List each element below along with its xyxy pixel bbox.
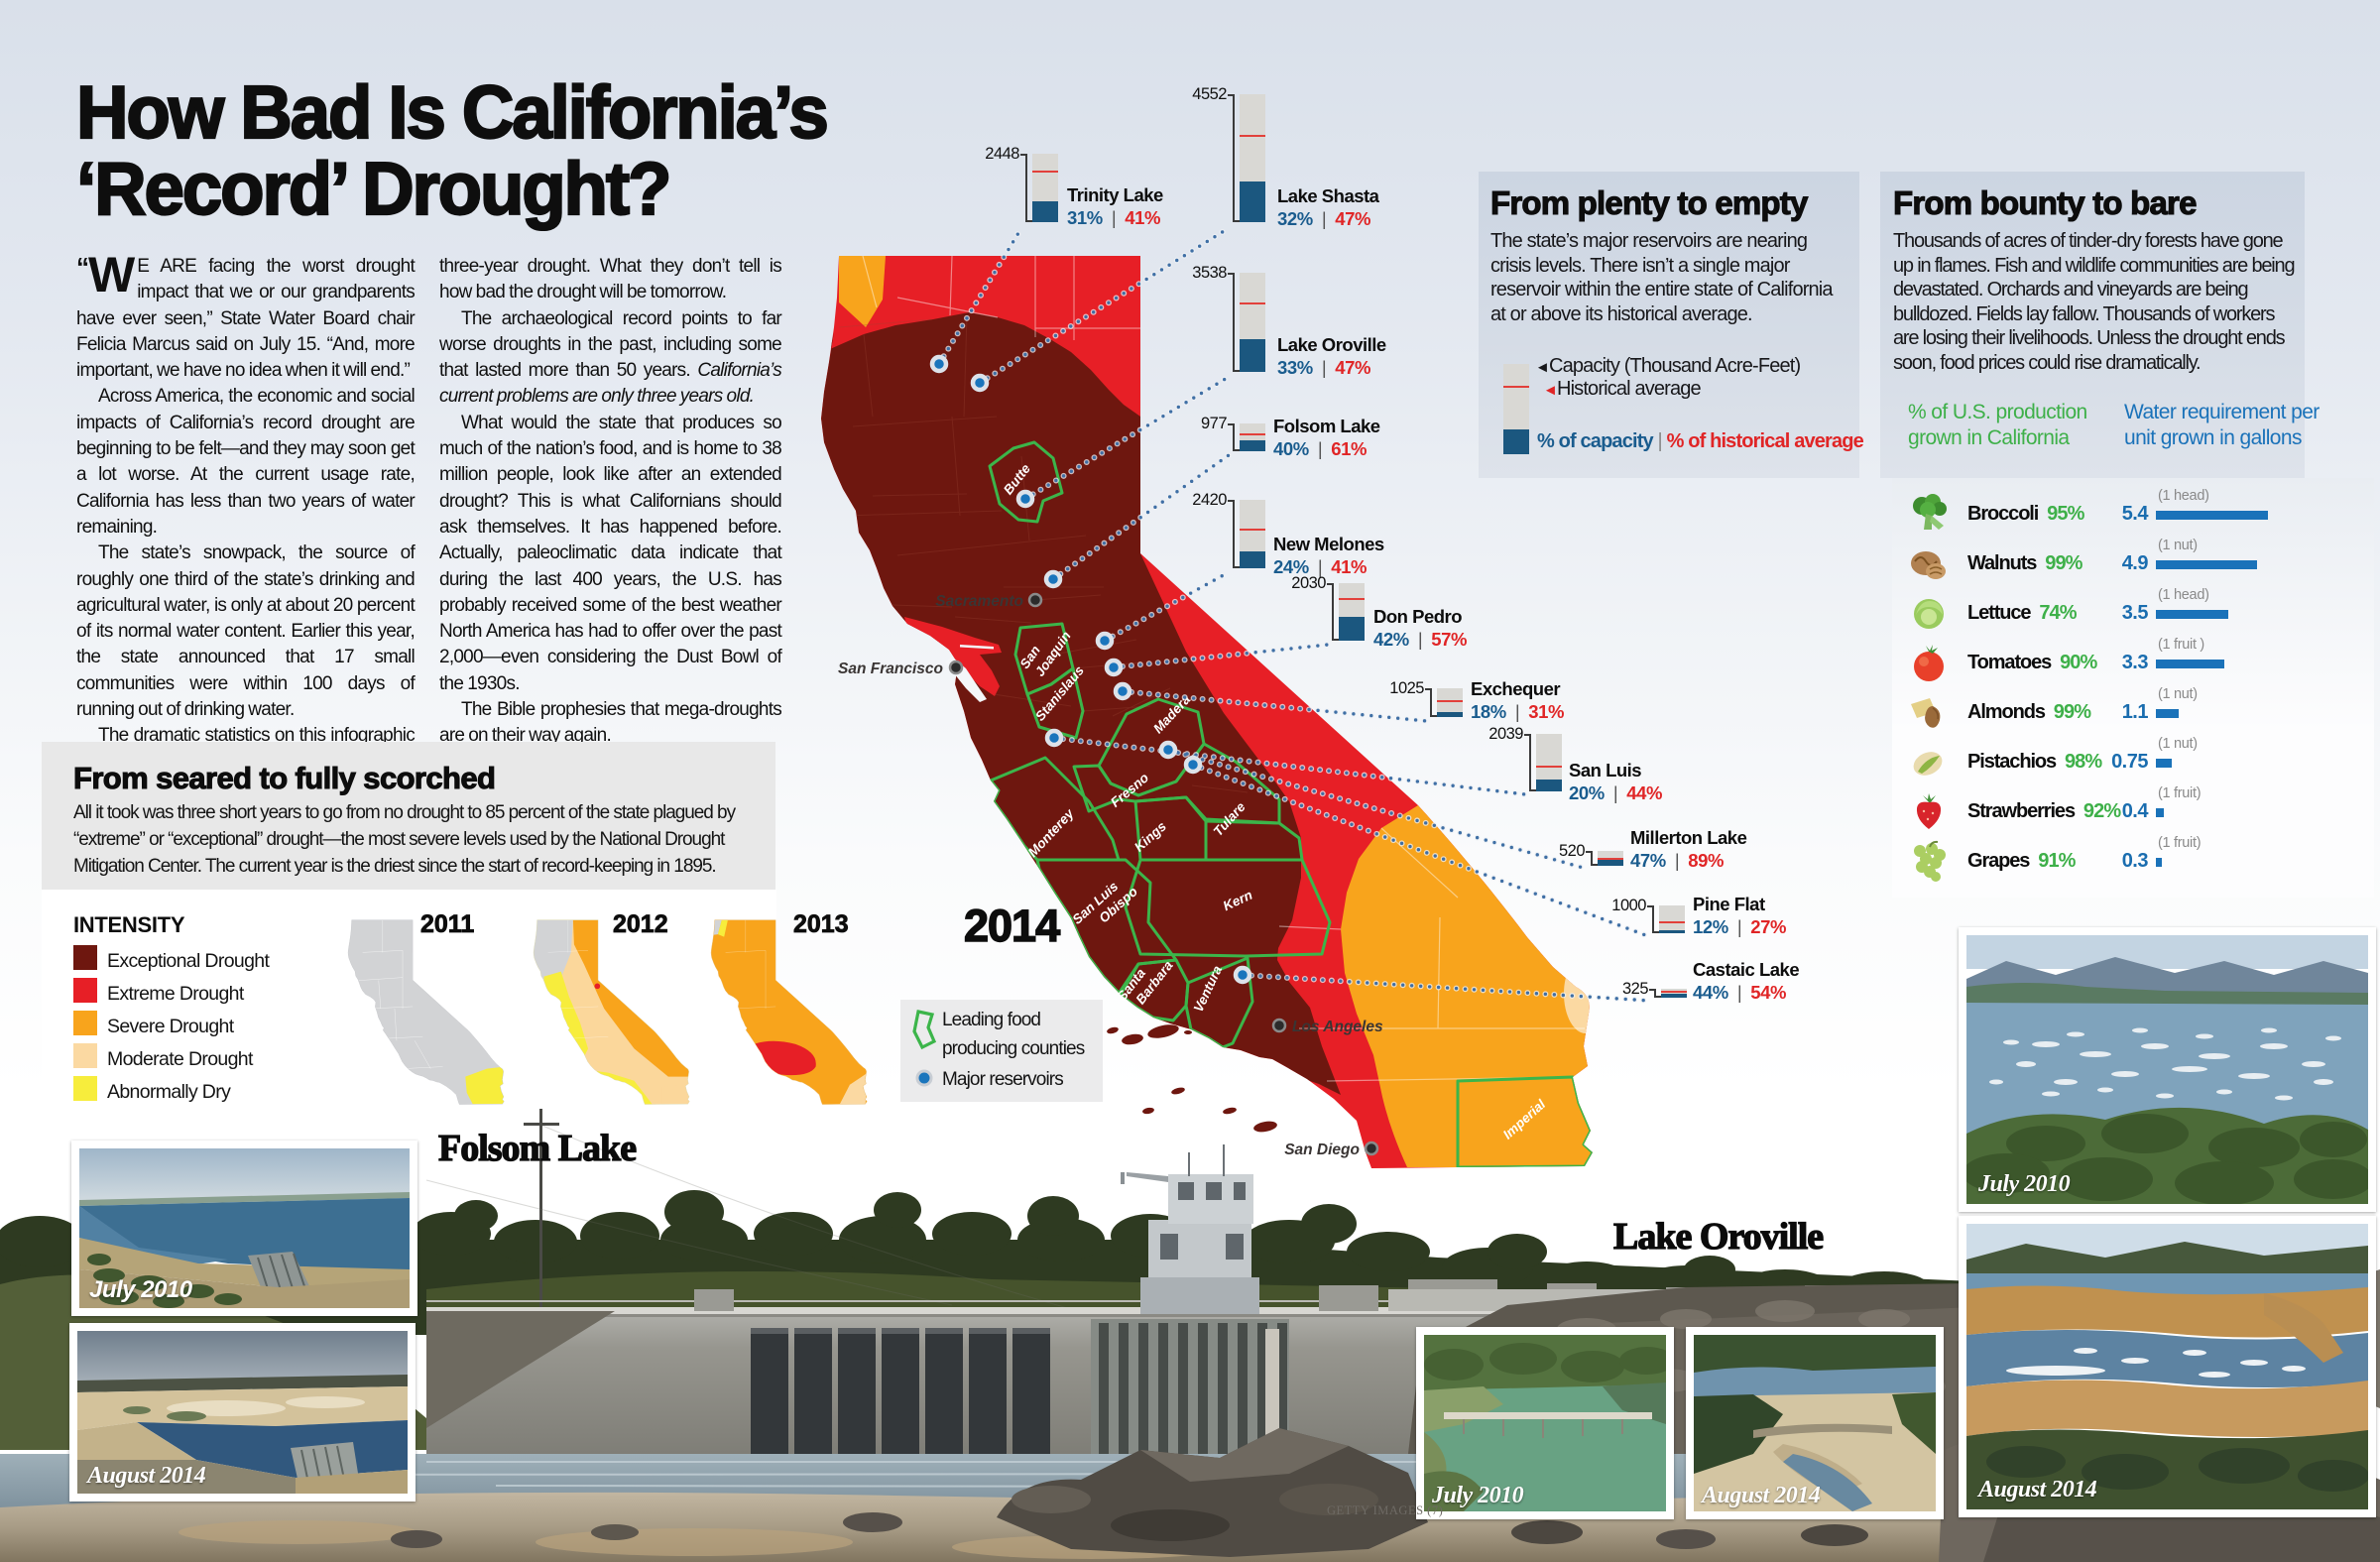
svg-text:Los Angeles: Los Angeles (1292, 1019, 1383, 1035)
svg-text:San Diego: San Diego (1284, 1141, 1360, 1158)
svg-text:Sacramento: Sacramento (935, 593, 1023, 610)
svg-text:San Francisco: San Francisco (838, 661, 943, 677)
